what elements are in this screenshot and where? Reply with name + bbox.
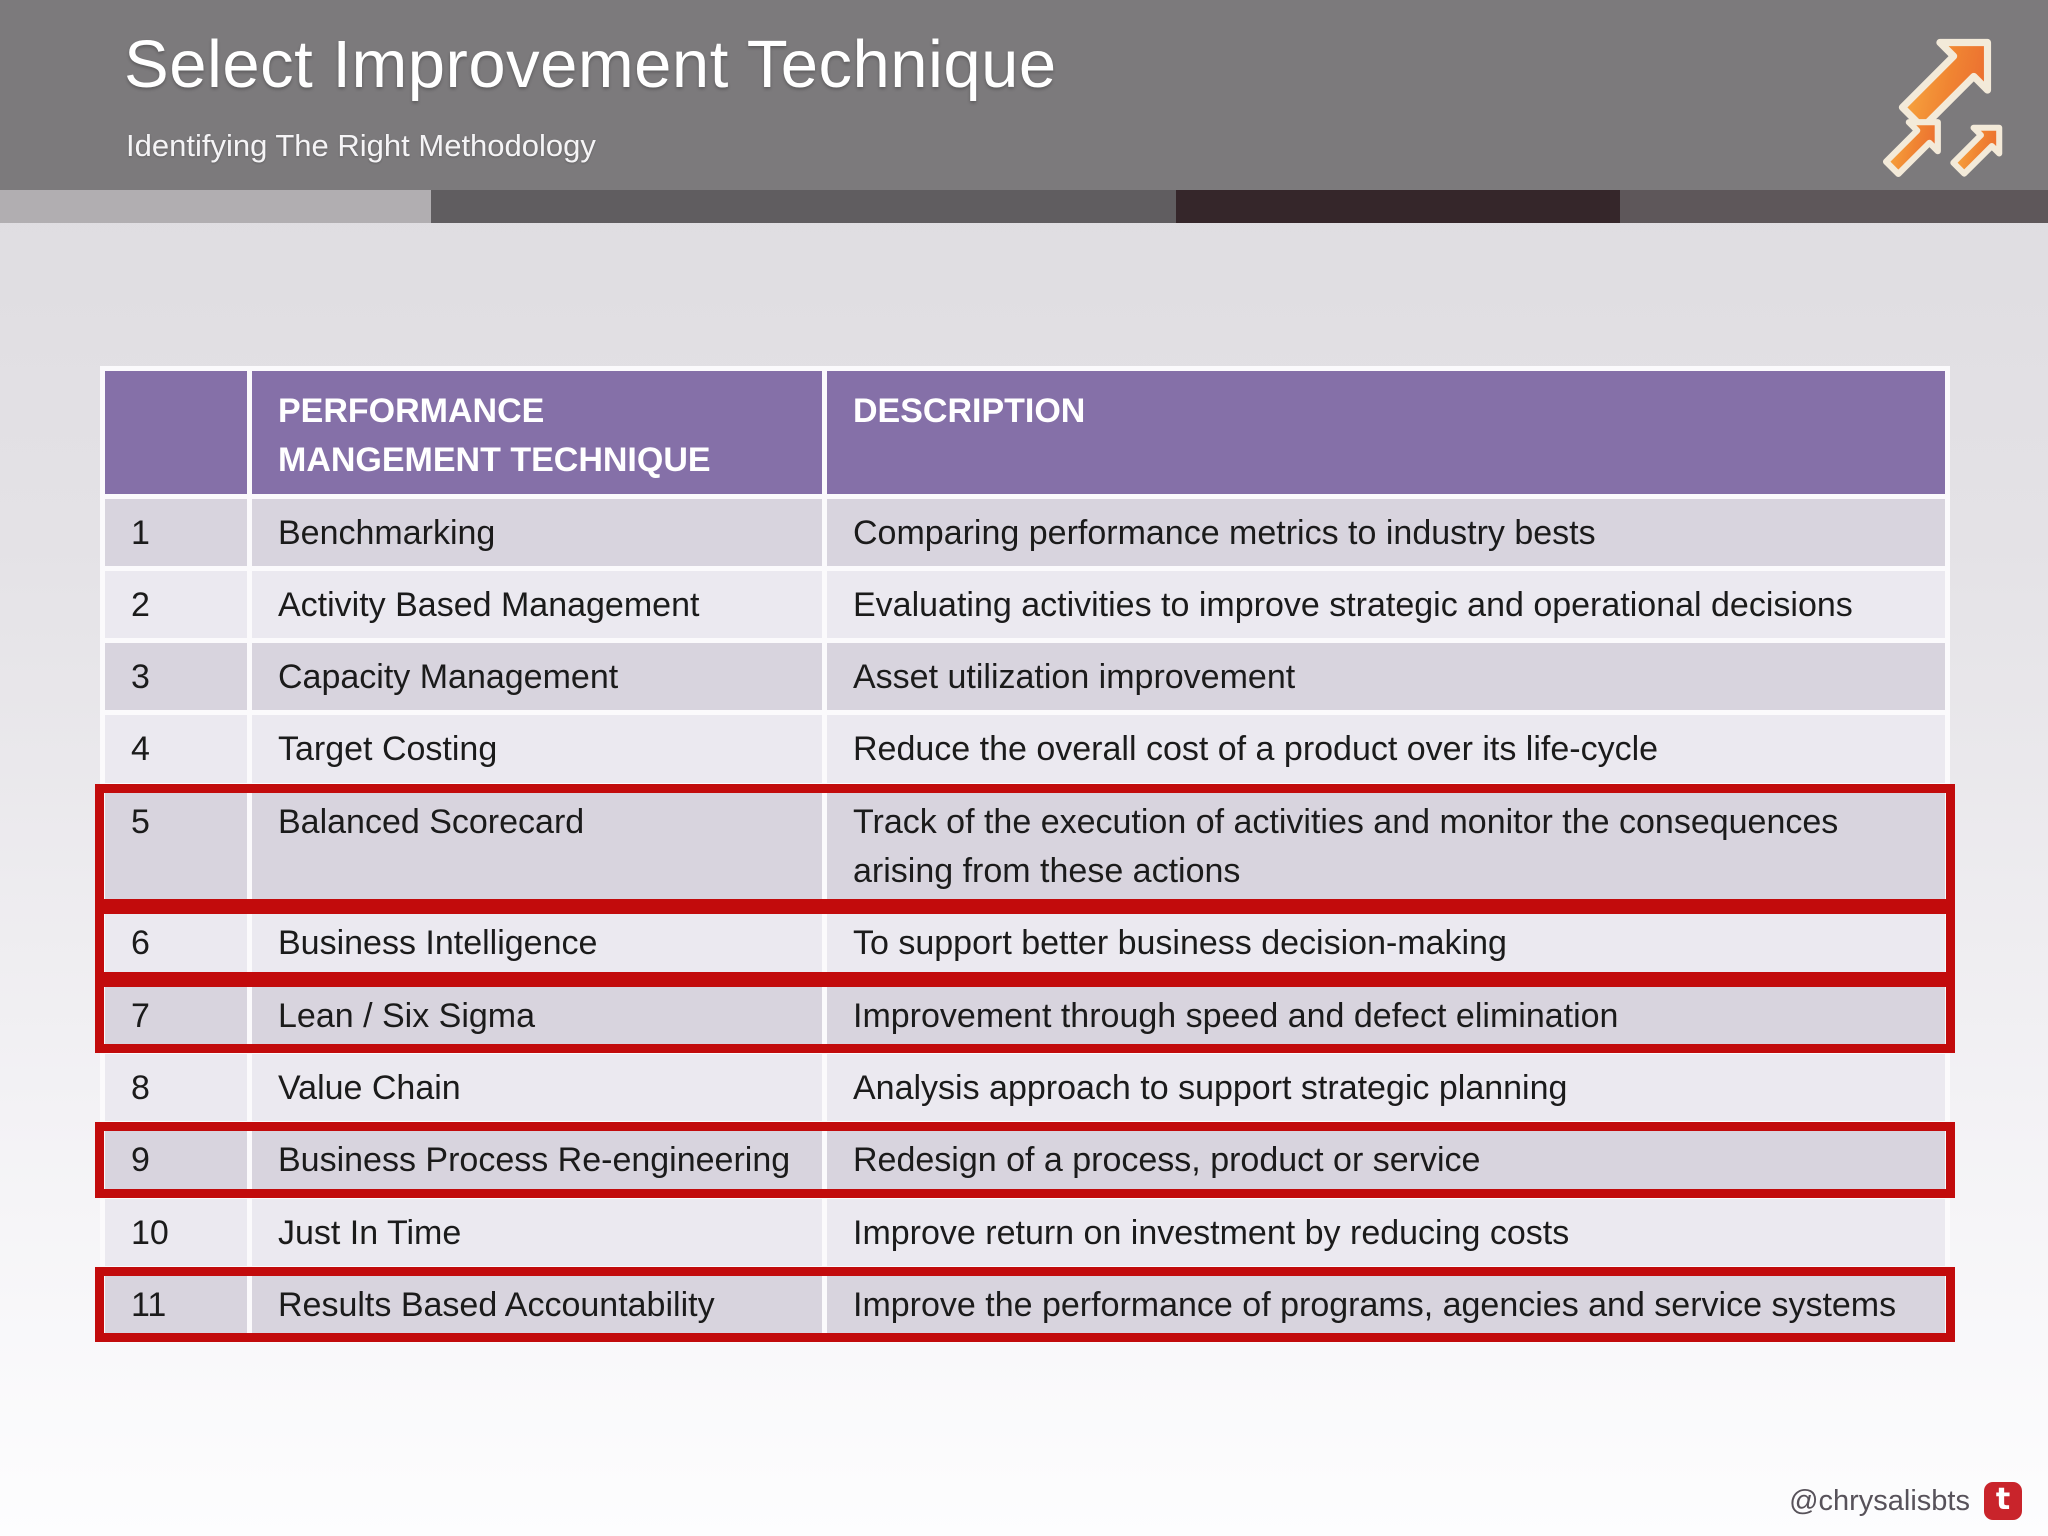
cell-number: 1: [105, 498, 247, 566]
cell-description: Improve return on investment by reducing…: [827, 1198, 1945, 1266]
cell-description: Improvement through speed and defect eli…: [827, 981, 1945, 1049]
table-row: 8 Value Chain Analysis approach to suppo…: [105, 1053, 1945, 1122]
cell-number: 10: [105, 1198, 247, 1266]
cell-number: 7: [105, 981, 247, 1049]
strip-segment-dark: [1176, 190, 1620, 223]
cell-description: To support better business decision-maki…: [827, 909, 1945, 977]
cell-technique: Value Chain: [252, 1053, 822, 1122]
table-row-highlighted: 5 Balanced Scorecard Track of the execut…: [95, 783, 1955, 908]
cell-number: 11: [105, 1270, 247, 1339]
strip-segment-gray: [431, 190, 1176, 223]
cell-description: Asset utilization improvement: [827, 643, 1945, 711]
cell-technique: Capacity Management: [252, 643, 822, 711]
table-row-highlighted: 7 Lean / Six Sigma Improvement through s…: [95, 977, 1955, 1054]
twitter-icon: t: [1984, 1482, 2022, 1520]
table-header-row: PERFORMANCE MANGEMENT TECHNIQUE DESCRIPT…: [105, 371, 1945, 494]
cell-number: 5: [105, 787, 247, 905]
cell-description: Analysis approach to support strategic p…: [827, 1053, 1945, 1122]
table-row: 10 Just In Time Improve return on invest…: [105, 1198, 1945, 1266]
cell-number: 4: [105, 715, 247, 783]
cell-number: 2: [105, 570, 247, 639]
slide-title: Select Improvement Technique: [124, 27, 1057, 102]
table-row-highlighted: 9 Business Process Re-engineering Redesi…: [95, 1122, 1955, 1198]
footer: @chrysalisbts t: [1789, 1482, 2022, 1520]
cell-technique: Just In Time: [252, 1198, 822, 1266]
table-row: 3 Capacity Management Asset utilization …: [105, 643, 1945, 711]
cell-technique: Lean / Six Sigma: [252, 981, 822, 1049]
cell-description: Redesign of a process, product or servic…: [827, 1126, 1945, 1194]
table-row-highlighted: 11 Results Based Accountability Improve …: [95, 1266, 1955, 1343]
cell-description: Comparing performance metrics to industr…: [827, 498, 1945, 566]
cell-description: Track of the execution of activities and…: [827, 787, 1945, 905]
header-cell-index: [105, 371, 247, 494]
accent-strip: [0, 190, 2048, 223]
table-row-highlighted: 6 Business Intelligence To support bette…: [95, 905, 1955, 981]
cell-number: 8: [105, 1053, 247, 1122]
cell-technique: Results Based Accountability: [252, 1270, 822, 1339]
cell-technique: Activity Based Management: [252, 570, 822, 639]
cell-technique: Business Intelligence: [252, 909, 822, 977]
social-handle: @chrysalisbts: [1789, 1484, 1970, 1517]
strip-segment-muted: [1620, 190, 2048, 223]
cell-description: Reduce the overall cost of a product ove…: [827, 715, 1945, 783]
cell-number: 9: [105, 1126, 247, 1194]
cell-number: 3: [105, 643, 247, 711]
slide-subtitle: Identifying The Right Methodology: [126, 128, 596, 163]
cell-number: 6: [105, 909, 247, 977]
cell-description: Improve the performance of programs, age…: [827, 1270, 1945, 1339]
table-row: 1 Benchmarking Comparing performance met…: [105, 498, 1945, 566]
cell-technique: Balanced Scorecard: [252, 787, 822, 905]
header-cell-technique: PERFORMANCE MANGEMENT TECHNIQUE: [252, 371, 822, 494]
techniques-table: PERFORMANCE MANGEMENT TECHNIQUE DESCRIPT…: [95, 366, 1955, 1344]
title-band: Select Improvement Technique Identifying…: [0, 0, 2048, 190]
strip-segment-light: [0, 190, 431, 223]
cell-technique: Target Costing: [252, 715, 822, 783]
table-row: 2 Activity Based Management Evaluating a…: [105, 570, 1945, 639]
table-row: 4 Target Costing Reduce the overall cost…: [105, 715, 1945, 783]
cell-description: Evaluating activities to improve strateg…: [827, 570, 1945, 639]
growth-arrows-icon: [1882, 38, 2003, 178]
header-cell-description: DESCRIPTION: [827, 371, 1945, 494]
cell-technique: Business Process Re-engineering: [252, 1126, 822, 1194]
cell-technique: Benchmarking: [252, 498, 822, 566]
